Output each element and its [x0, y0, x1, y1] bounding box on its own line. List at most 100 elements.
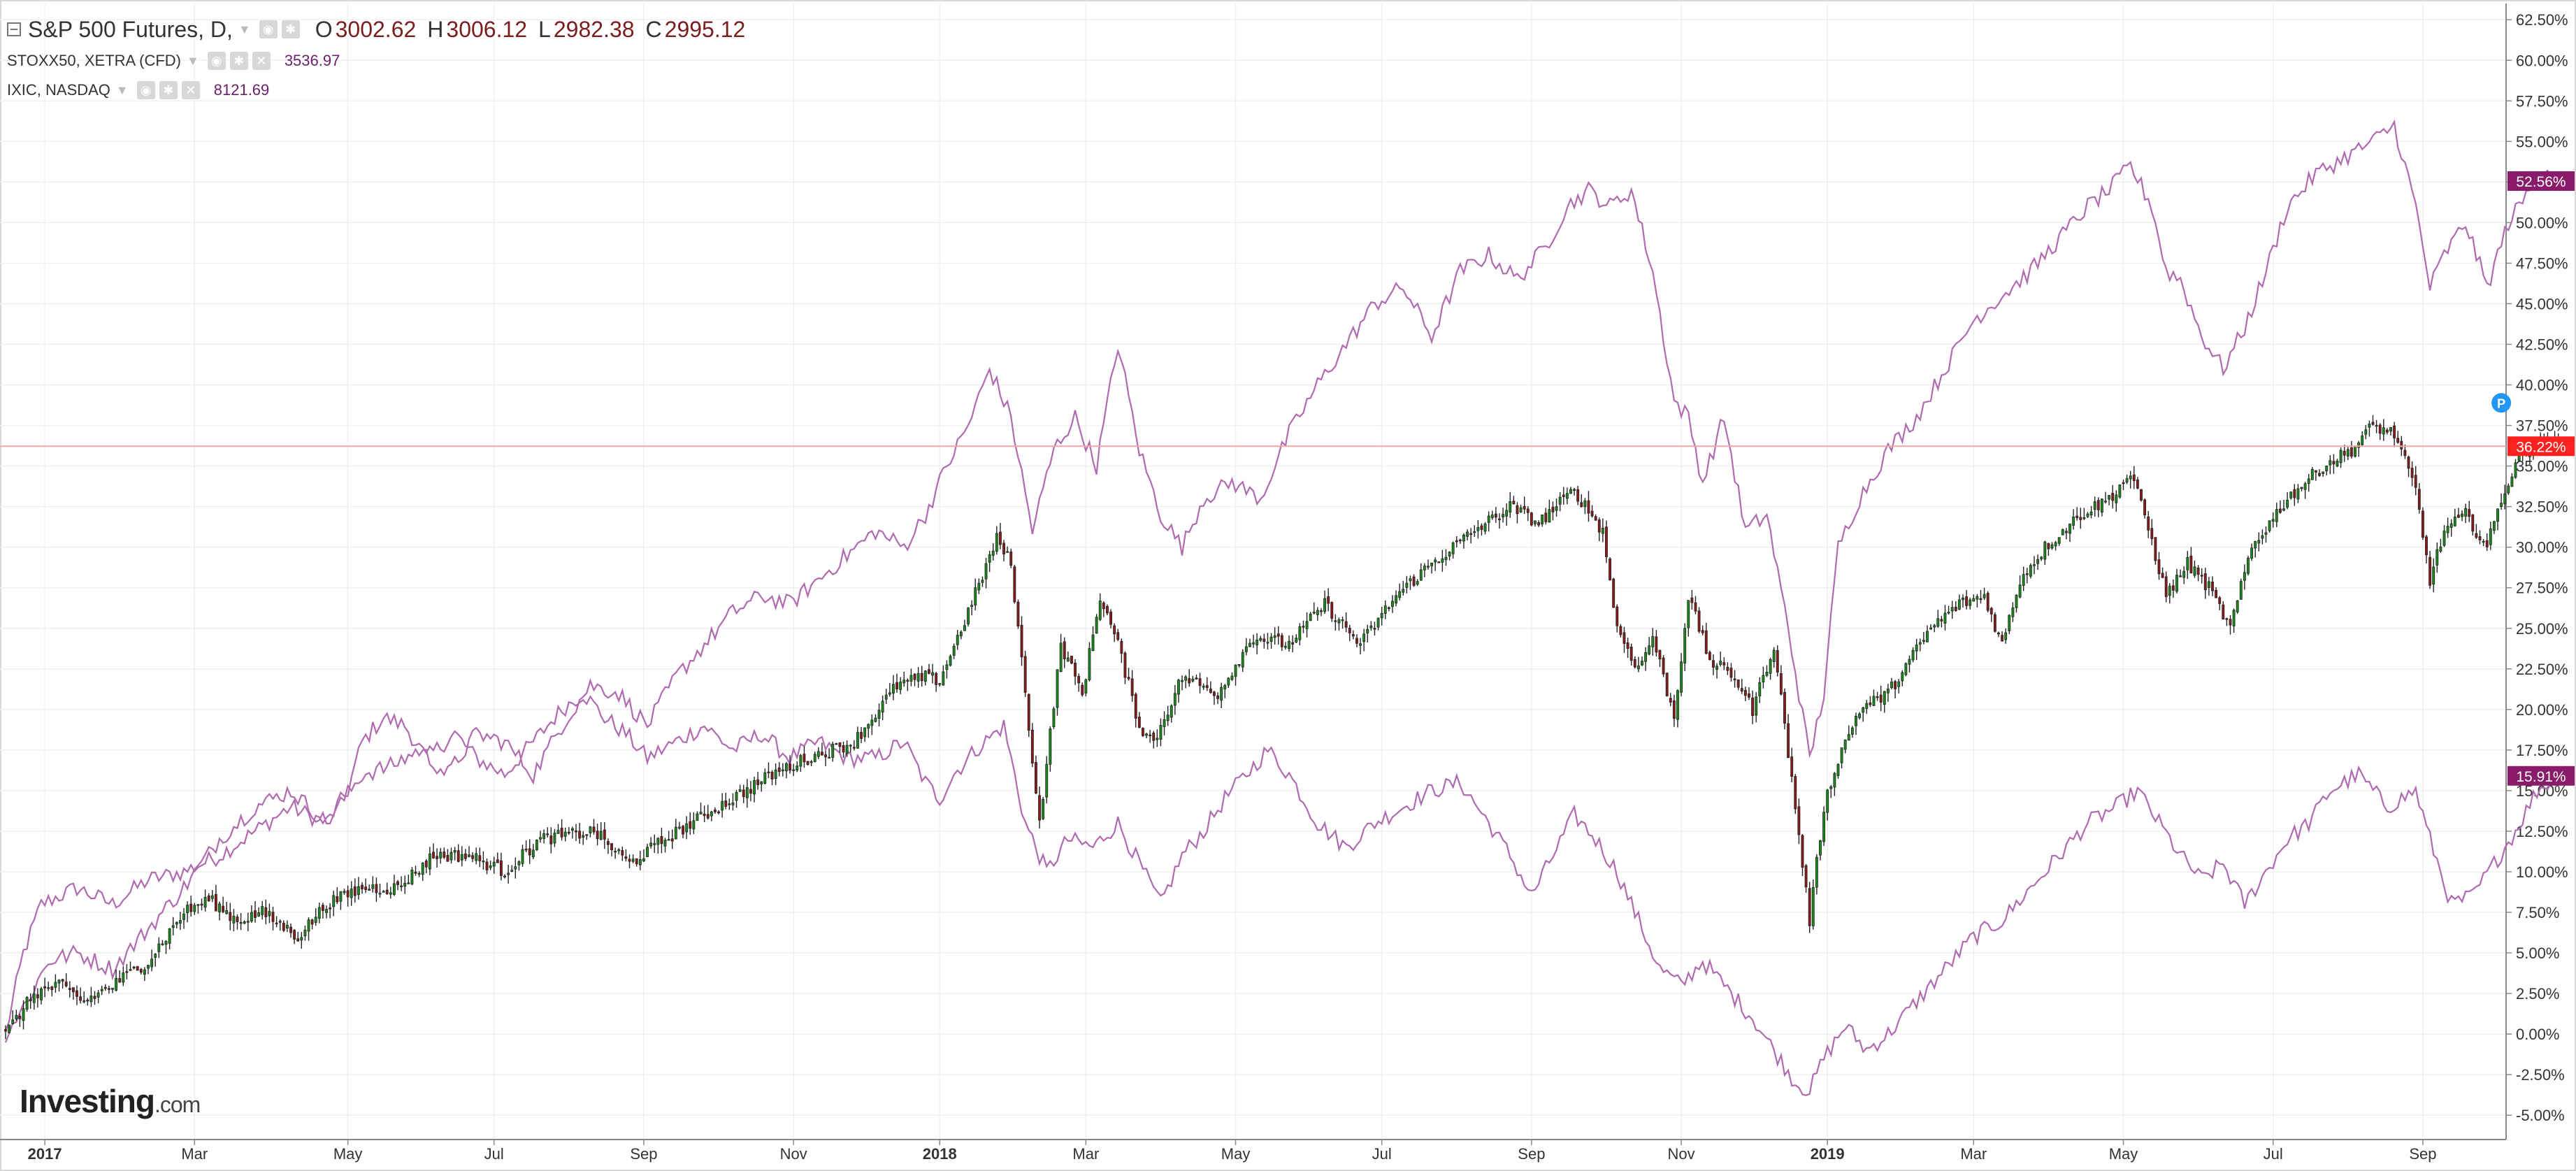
- candle-body: [792, 769, 796, 771]
- candle-body: [2050, 544, 2054, 549]
- logo-text: Investing: [20, 1083, 155, 1119]
- candle-body: [1145, 733, 1148, 736]
- candle-body: [2261, 535, 2264, 539]
- candle-body: [2068, 524, 2071, 534]
- candle-body: [1009, 551, 1013, 566]
- candle-body: [200, 903, 203, 906]
- candle-body: [1291, 642, 1295, 645]
- candle-body: [225, 910, 229, 914]
- candle-body: [1427, 566, 1430, 568]
- candle-body: [2318, 473, 2321, 476]
- y-tick-label: 45.00%: [2516, 295, 2568, 312]
- candle-body: [1829, 786, 1833, 789]
- candle-body: [589, 826, 592, 833]
- candle-body: [1697, 610, 1701, 632]
- chevron-down-icon[interactable]: ▼: [115, 82, 129, 97]
- candle-body: [339, 891, 343, 902]
- x-tick-label: Mar: [1072, 1145, 1099, 1163]
- candle-body: [1748, 693, 1750, 698]
- candle-body: [1273, 635, 1276, 638]
- candle-body: [275, 922, 278, 925]
- candle-body: [2229, 619, 2232, 626]
- gear-icon[interactable]: ✱: [229, 52, 248, 70]
- candle-body: [881, 701, 884, 713]
- chevron-down-icon[interactable]: ▼: [186, 53, 199, 68]
- candle-body: [2089, 511, 2093, 515]
- candle-body: [1305, 621, 1309, 629]
- candle-body: [560, 827, 563, 838]
- candle-body: [2503, 494, 2507, 505]
- candle-body: [1633, 659, 1636, 668]
- candle-body: [1016, 601, 1020, 626]
- candle-body: [1359, 643, 1362, 646]
- close-value: 2995.12: [664, 16, 746, 42]
- legend-row-stoxx50[interactable]: STOXX50, XETRA (CFD) ▼ ◉ ✱ ✕ 3536.97: [7, 46, 745, 76]
- eye-icon[interactable]: ◉: [207, 52, 226, 70]
- legend-row-nasdaq[interactable]: IXIC, NASDAQ ▼ ◉ ✱ ✕ 8121.69: [7, 76, 745, 105]
- candle-body: [1651, 635, 1655, 647]
- collapse-icon[interactable]: [7, 22, 21, 36]
- candle-body: [1804, 865, 1808, 888]
- close-icon[interactable]: ✕: [252, 52, 271, 70]
- candle-body: [285, 925, 289, 929]
- series-name[interactable]: STOXX50, XETRA (CFD): [7, 52, 181, 69]
- candle-body: [970, 605, 974, 608]
- series-name[interactable]: IXIC, NASDAQ: [7, 81, 110, 99]
- series-title[interactable]: S&P 500 Futures, D,: [28, 16, 233, 42]
- candle-body: [2296, 488, 2300, 500]
- candle-body: [161, 943, 164, 945]
- candle-body: [521, 849, 524, 864]
- candle-body: [531, 849, 535, 858]
- candle-body: [446, 855, 449, 862]
- candle-body: [831, 743, 835, 758]
- candle-body: [1733, 678, 1736, 681]
- chevron-down-icon[interactable]: ▼: [238, 22, 251, 36]
- candle-body: [2286, 499, 2289, 508]
- candle-body: [1704, 630, 1708, 654]
- candle-body: [111, 987, 114, 990]
- candle-body: [1819, 840, 1822, 856]
- gear-icon[interactable]: ✱: [159, 81, 178, 99]
- candle-body: [753, 780, 756, 795]
- candle-body: [2164, 576, 2168, 597]
- candle-body: [1213, 691, 1216, 696]
- candle-body: [1362, 633, 1366, 642]
- candle-body: [1776, 650, 1779, 673]
- candle-body: [11, 1019, 15, 1024]
- candle-body: [503, 875, 506, 877]
- candle-body: [1059, 642, 1063, 673]
- close-icon[interactable]: ✕: [181, 81, 200, 99]
- x-tick-label: Mar: [181, 1145, 208, 1163]
- candle-body: [1134, 694, 1137, 719]
- candle-body: [1149, 734, 1152, 737]
- candle-body: [2514, 462, 2517, 478]
- eye-icon[interactable]: ◉: [136, 81, 155, 99]
- candle-body: [1997, 632, 2000, 635]
- badge-nasdaq-label: 52.56%: [2516, 174, 2566, 190]
- candle-body: [696, 813, 699, 821]
- candle-body: [2111, 492, 2115, 501]
- candle-body: [1013, 566, 1016, 603]
- candle-body: [203, 897, 207, 908]
- candle-body: [1911, 649, 1915, 661]
- eye-icon[interactable]: ◉: [259, 20, 278, 38]
- candle-body: [1387, 607, 1390, 609]
- candle-body: [1237, 663, 1241, 666]
- candle-body: [1451, 543, 1455, 554]
- candle-body: [582, 835, 585, 838]
- candle-body: [1380, 612, 1383, 619]
- gear-icon[interactable]: ✱: [281, 20, 300, 38]
- candle-body: [1580, 502, 1583, 508]
- candle-body: [774, 769, 777, 779]
- candle-body: [599, 831, 603, 840]
- candle-body: [2268, 520, 2271, 531]
- candle-body: [2510, 476, 2514, 487]
- candle-body: [1070, 656, 1073, 664]
- candle-body: [923, 670, 927, 682]
- badge-sp500-label: 36.22%: [2516, 439, 2566, 455]
- y-tick-label: 62.50%: [2516, 11, 2568, 29]
- candle-body: [610, 843, 613, 850]
- legend-row-sp500[interactable]: S&P 500 Futures, D, ▼ ◉ ✱ O 3002.62 H 3006…: [7, 13, 745, 46]
